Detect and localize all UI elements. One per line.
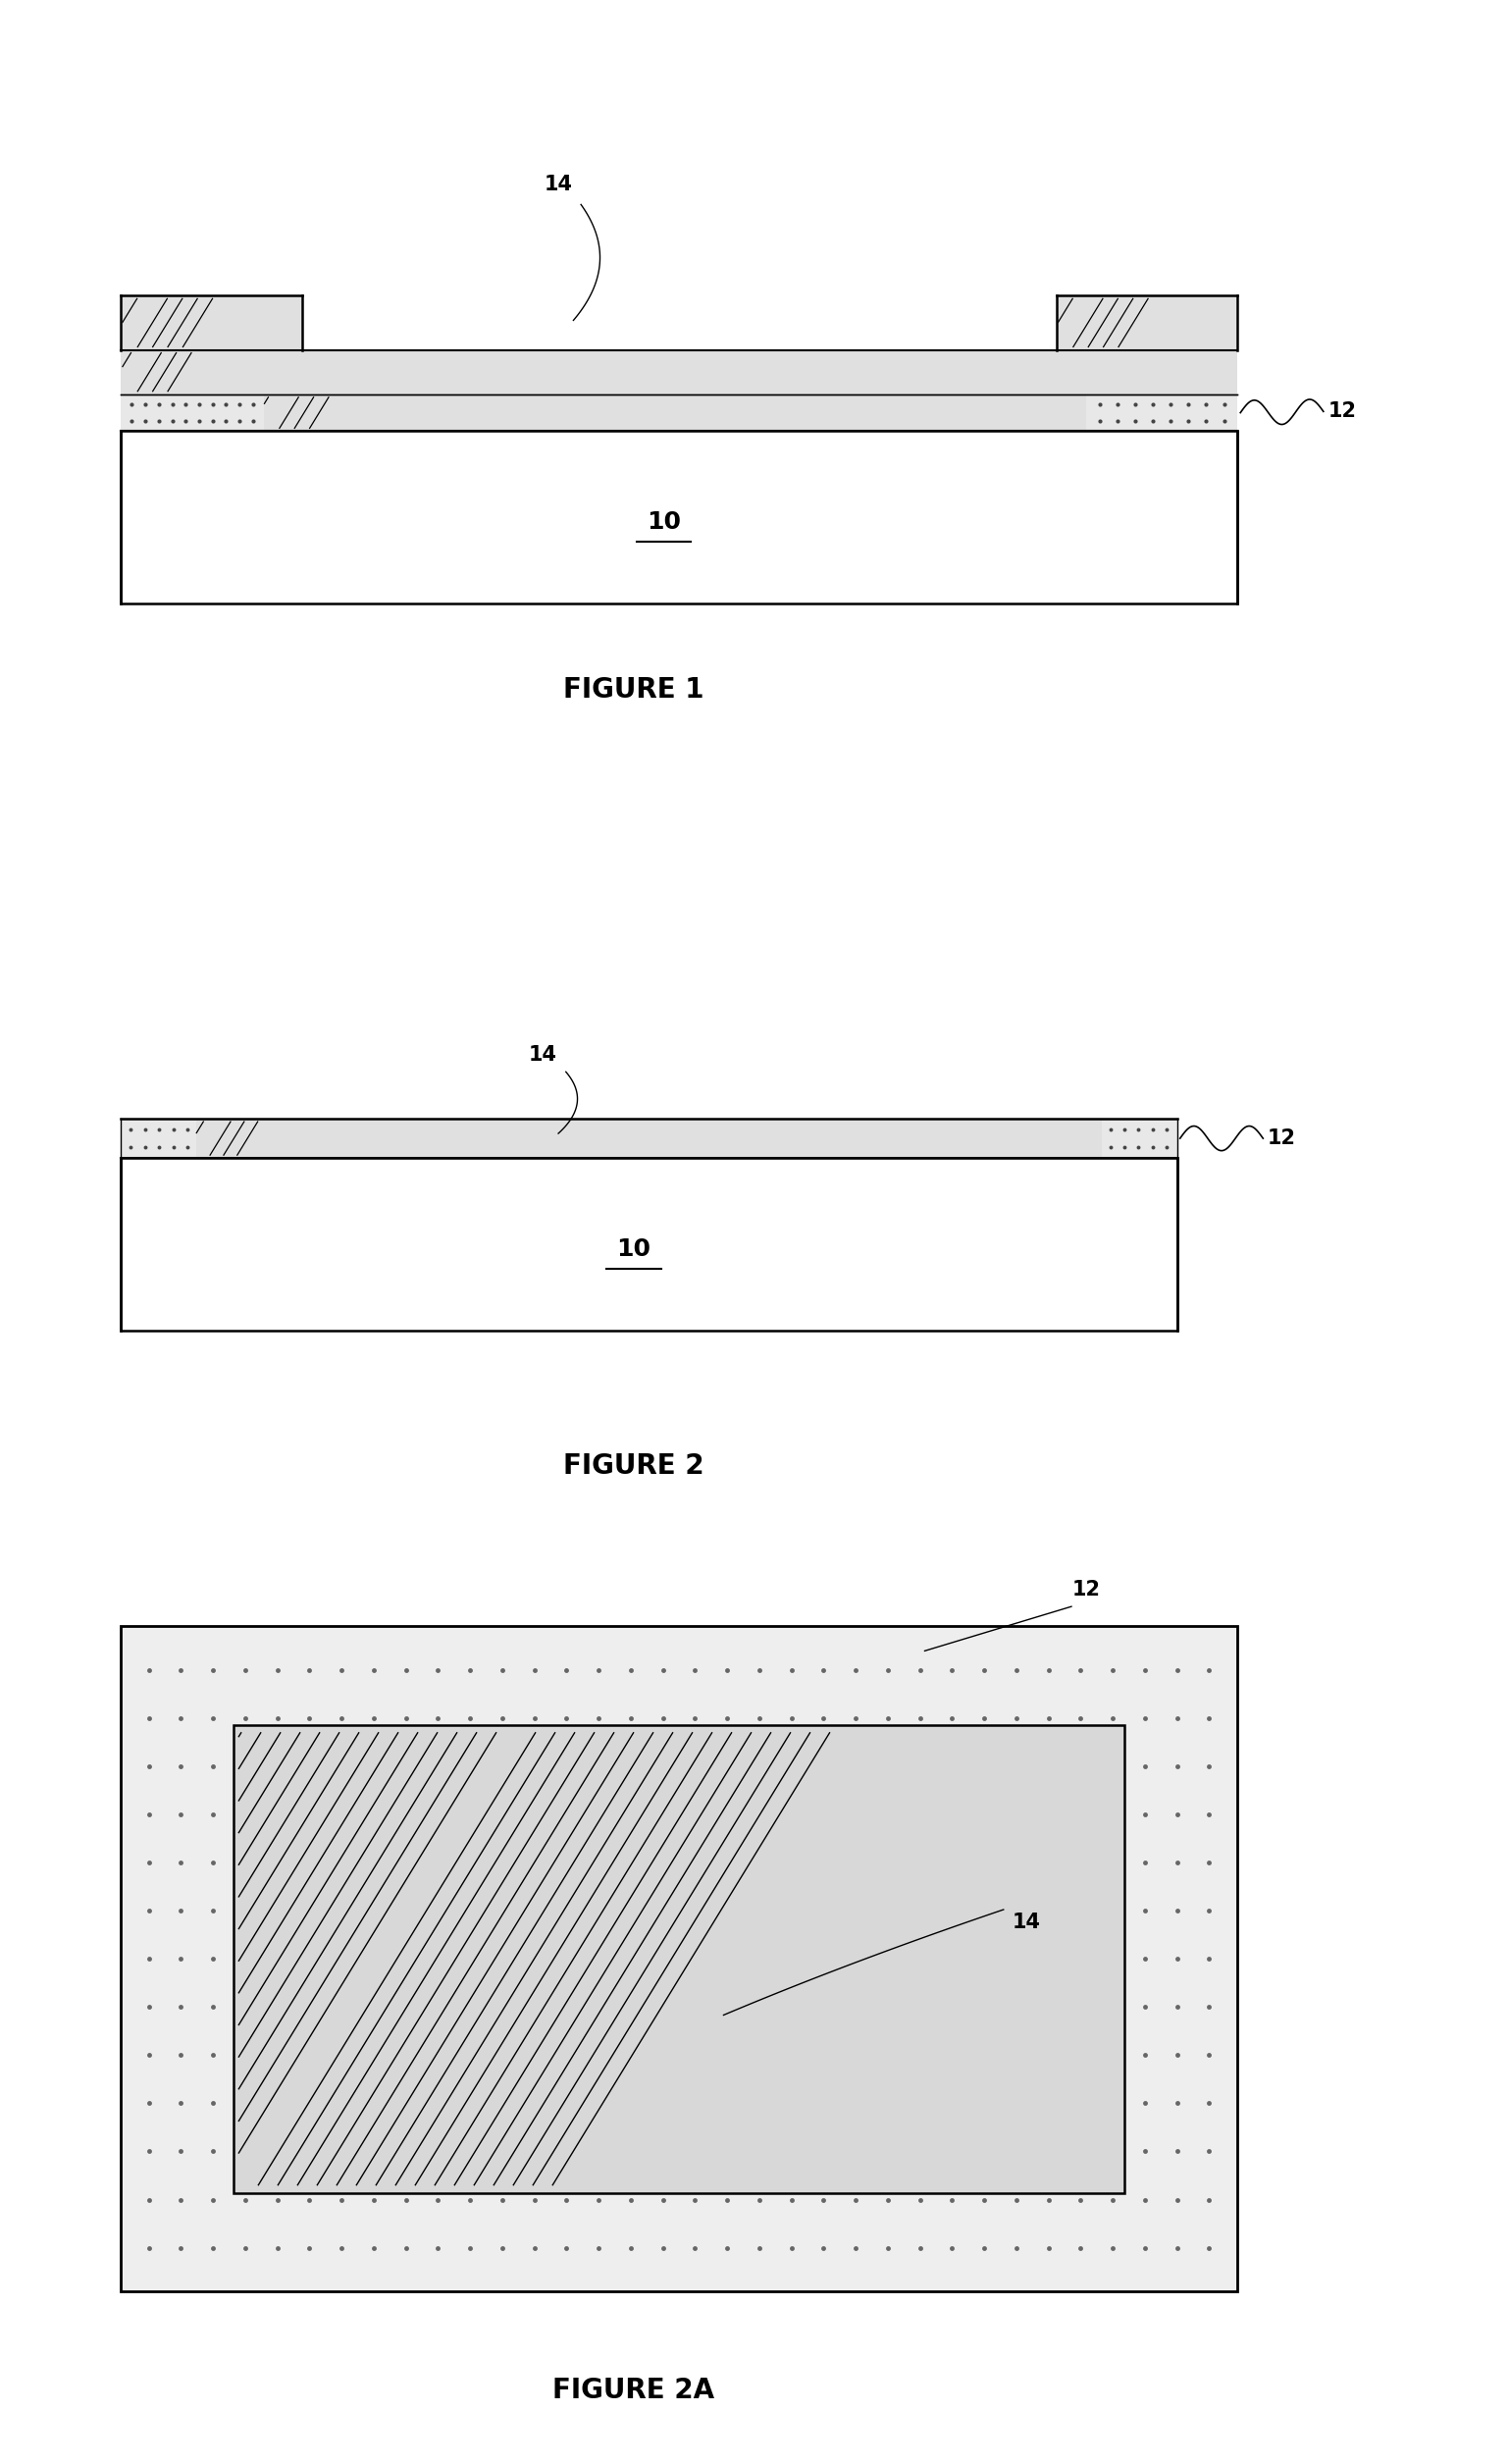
Text: 12: 12 (1073, 1579, 1100, 1599)
Bar (121, 1119, 196, 1158)
Text: 12: 12 (1268, 1129, 1296, 1148)
Text: 14: 14 (545, 175, 572, 195)
Bar (1102, 1119, 1177, 1158)
Text: 12: 12 (1328, 402, 1357, 421)
Bar (264, 394, 1086, 431)
Bar (1056, 296, 1237, 350)
Text: FIGURE 2A: FIGURE 2A (552, 2375, 715, 2405)
Text: 14: 14 (530, 1045, 557, 1064)
Bar (121, 431, 1237, 604)
Bar (121, 1626, 1237, 2292)
Bar (121, 394, 264, 431)
Bar (121, 296, 302, 350)
Text: 14: 14 (1013, 1912, 1040, 1932)
Bar (1086, 394, 1237, 431)
Bar (234, 1725, 1124, 2193)
Text: 10: 10 (647, 510, 681, 535)
Bar (121, 350, 1237, 394)
Text: FIGURE 1: FIGURE 1 (563, 675, 705, 705)
Bar (121, 1158, 1177, 1331)
Text: FIGURE 2: FIGURE 2 (563, 1451, 705, 1481)
Bar (196, 1119, 1102, 1158)
Text: 10: 10 (617, 1237, 650, 1262)
